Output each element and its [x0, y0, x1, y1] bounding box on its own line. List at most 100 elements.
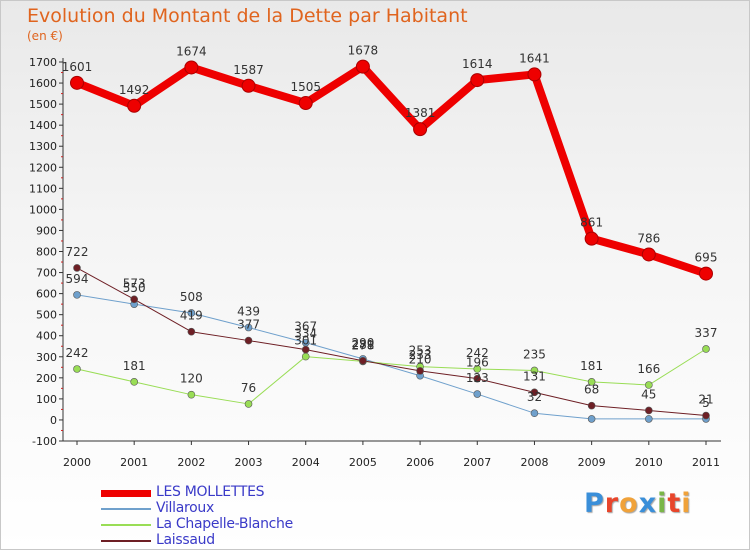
data-point: [473, 374, 482, 383]
y-tick-label: 1300: [29, 140, 57, 153]
y-tick-label: 1000: [29, 203, 57, 216]
y-tick-label: 1600: [29, 77, 57, 90]
chart-title: Evolution du Montant de la Dette par Hab…: [27, 5, 468, 27]
x-tick-label: 2002: [177, 456, 205, 469]
data-point: [702, 411, 710, 420]
x-tick-label: 2004: [292, 456, 320, 469]
data-label: 278: [351, 338, 374, 352]
logo-letter: x: [638, 488, 658, 519]
data-point: [702, 345, 710, 353]
series-line: [76, 267, 707, 417]
logo-letter: r: [604, 488, 620, 519]
data-label: 301: [294, 334, 317, 348]
logo-letter: i: [657, 488, 668, 519]
legend-swatch: [101, 524, 151, 526]
chart-unit: (en €): [27, 29, 63, 43]
data-label: 573: [123, 276, 146, 290]
y-tick-label: 1100: [29, 182, 57, 195]
data-label: 419: [180, 309, 203, 323]
data-point: [527, 67, 542, 82]
legend-swatch: [101, 489, 151, 497]
data-label: 21: [698, 393, 713, 407]
y-tick-label: 900: [36, 224, 57, 237]
data-label: 334: [294, 327, 317, 341]
y-tick-label: 200: [36, 372, 57, 385]
x-tick-label: 2011: [692, 456, 720, 469]
data-point: [244, 400, 253, 408]
data-label: 439: [237, 305, 260, 319]
data-point: [298, 96, 313, 111]
data-label: 45: [641, 387, 656, 401]
data-point: [473, 390, 482, 398]
data-label: 166: [637, 362, 660, 376]
data-point: [301, 352, 310, 361]
data-point: [73, 291, 81, 299]
y-tick-label: 700: [36, 267, 57, 280]
data-point: [244, 336, 253, 345]
data-label: 181: [123, 359, 146, 373]
legend-swatch: [101, 508, 151, 510]
data-label: 1678: [348, 44, 379, 58]
x-tick-label: 2006: [406, 456, 434, 469]
data-label: 722: [66, 245, 89, 259]
data-label: 367: [294, 320, 317, 334]
x-tick-label: 2005: [349, 456, 377, 469]
data-point: [187, 390, 196, 399]
data-label: 131: [523, 369, 546, 383]
data-point: [470, 73, 485, 88]
series-line: [73, 62, 710, 278]
data-label: 508: [180, 290, 203, 304]
data-label: 196: [466, 356, 489, 370]
y-tick-label: 1700: [29, 56, 57, 69]
logo-letter: i: [681, 488, 692, 519]
data-label: 181: [580, 359, 603, 373]
data-label: 120: [180, 372, 203, 386]
series-line: [76, 348, 707, 405]
y-tick-label: 100: [36, 393, 57, 406]
data-label: 1492: [119, 83, 150, 97]
data-point: [699, 266, 713, 281]
data-point: [244, 323, 253, 332]
data-label: 1674: [176, 44, 207, 58]
y-tick-label: 1500: [29, 98, 57, 111]
x-tick-label: 2009: [578, 456, 606, 469]
data-label: 695: [695, 251, 718, 265]
data-point: [130, 295, 138, 304]
data-point: [587, 378, 596, 386]
x-tick-label: 2001: [120, 456, 148, 469]
data-label: 1601: [62, 60, 93, 74]
y-tick-label: 400: [36, 330, 57, 343]
data-point: [70, 75, 84, 90]
data-point: [416, 367, 424, 375]
data-point: [530, 388, 539, 397]
legend-label: LES MOLLETTES: [156, 484, 265, 500]
data-point: [73, 264, 81, 272]
data-label: 594: [66, 272, 89, 286]
y-tick-label: 1200: [29, 161, 57, 174]
data-label: 290: [351, 336, 374, 350]
data-point: [530, 409, 539, 418]
data-label: 1641: [519, 51, 550, 65]
x-tick-label: 2010: [635, 456, 663, 469]
data-label: 5: [702, 396, 710, 410]
data-label: 861: [580, 216, 603, 230]
data-label: 210: [409, 353, 432, 367]
data-point: [530, 366, 539, 375]
data-label: 235: [523, 347, 546, 361]
data-point: [73, 365, 81, 373]
data-label: 1505: [290, 80, 321, 94]
data-point: [359, 356, 367, 365]
data-point: [584, 231, 599, 246]
y-tick-label: 1400: [29, 119, 57, 132]
data-point: [241, 78, 256, 93]
series-line: [76, 294, 707, 420]
data-point: [184, 60, 199, 75]
data-point: [587, 401, 596, 410]
data-point: [413, 122, 428, 137]
logo-letter: o: [619, 488, 639, 519]
data-point: [587, 415, 596, 423]
data-point: [187, 327, 196, 336]
legend-label: Villaroux: [156, 500, 214, 516]
data-label: 123: [466, 371, 489, 385]
